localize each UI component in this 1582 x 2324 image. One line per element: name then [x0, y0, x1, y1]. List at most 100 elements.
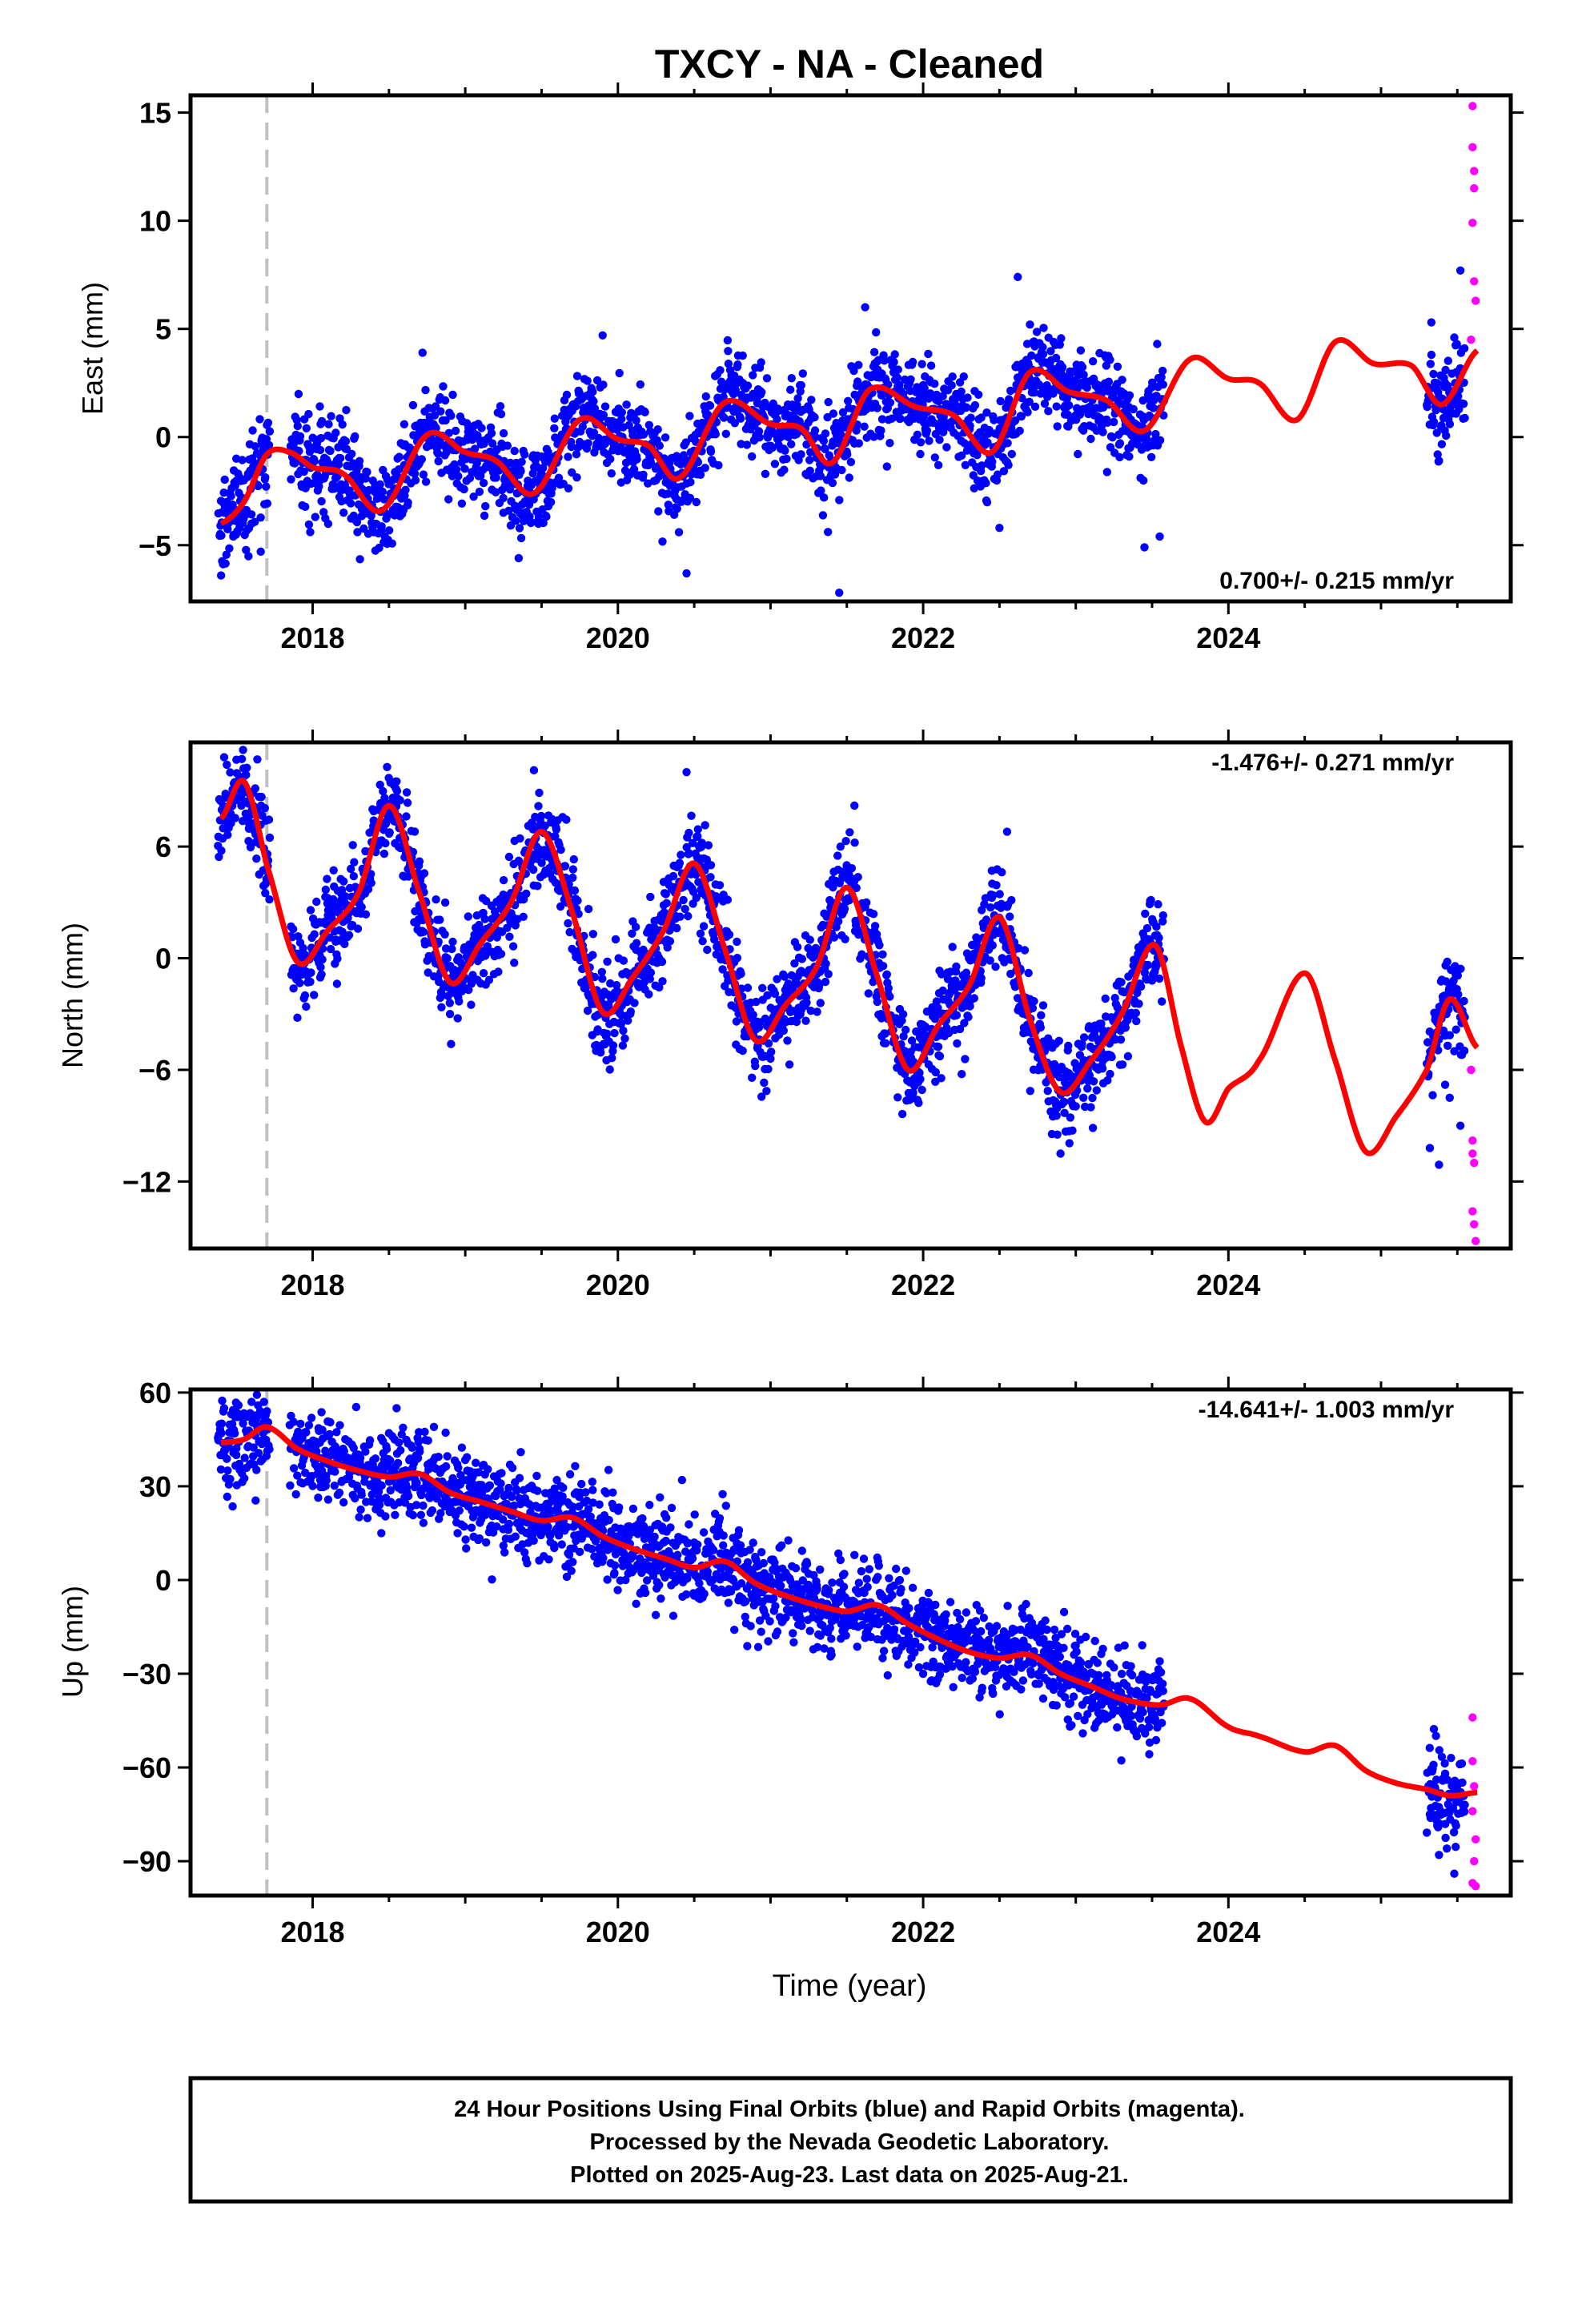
north-final-orbit-point — [1452, 1025, 1460, 1034]
north-final-orbit-point — [764, 1064, 773, 1074]
east-final-orbit-point — [845, 473, 854, 482]
up-final-orbit-point — [443, 1452, 452, 1461]
north-final-orbit-point — [624, 1016, 632, 1025]
north-final-orbit-point — [357, 903, 366, 911]
east-final-orbit-point — [469, 493, 478, 501]
east-final-orbit-point — [460, 464, 469, 473]
east-final-orbit-point — [728, 383, 737, 392]
east-final-orbit-point — [560, 396, 569, 405]
east-final-orbit-point — [770, 460, 780, 468]
up-final-orbit-point — [357, 1490, 366, 1499]
up-final-orbit-point — [436, 1509, 445, 1518]
up-final-orbit-point — [467, 1523, 476, 1532]
east-final-orbit-point — [512, 517, 520, 525]
north-final-orbit-point — [302, 1002, 311, 1011]
east-final-orbit-point — [244, 552, 253, 561]
east-final-orbit-point — [1086, 434, 1095, 444]
east-final-orbit-point — [1432, 428, 1441, 437]
east-final-orbit-point — [869, 432, 878, 441]
east-final-orbit-point — [454, 472, 463, 480]
up-final-orbit-point — [326, 1417, 335, 1427]
east-final-orbit-point — [408, 400, 418, 410]
east-final-orbit-point — [896, 414, 905, 423]
east-final-orbit-point — [754, 427, 764, 436]
north-final-orbit-point — [646, 892, 655, 902]
north-final-orbit-point — [432, 895, 440, 904]
east-final-orbit-point — [575, 388, 584, 397]
north-final-orbit-point — [833, 851, 842, 860]
north-final-orbit-point — [779, 1026, 788, 1035]
east-rapid-orbit-point — [1470, 277, 1479, 286]
east-final-orbit-point — [818, 511, 828, 520]
north-final-orbit-point — [701, 821, 709, 830]
east-final-orbit-point — [978, 461, 986, 470]
north-final-orbit-point — [1117, 978, 1126, 987]
north-final-orbit-point — [960, 1019, 969, 1027]
north-y-tick-label: −12 — [122, 1165, 171, 1198]
east-final-orbit-point — [263, 418, 273, 428]
east-final-orbit-point — [835, 588, 844, 597]
north-final-orbit-point — [381, 838, 390, 848]
up-final-orbit-point — [335, 1421, 344, 1429]
east-rapid-orbit-point — [1468, 102, 1477, 111]
north-final-orbit-point — [966, 1002, 974, 1011]
north-final-orbit-point — [884, 983, 893, 993]
north-final-orbit-point — [244, 836, 253, 846]
north-final-orbit-point — [1060, 1108, 1069, 1118]
east-final-orbit-point — [308, 433, 317, 442]
north-data-layer — [214, 742, 1480, 1248]
east-final-orbit-point — [869, 348, 879, 356]
east-final-orbit-point — [773, 415, 781, 424]
east-final-orbit-point — [805, 456, 814, 464]
north-final-orbit-point — [410, 827, 420, 836]
east-final-orbit-point — [436, 407, 445, 416]
east-final-orbit-point — [963, 393, 972, 402]
north-final-orbit-point — [802, 998, 811, 1007]
north-final-orbit-point — [696, 929, 705, 939]
east-final-orbit-point — [632, 416, 640, 425]
north-final-orbit-point — [608, 1041, 618, 1050]
north-final-orbit-point — [231, 814, 239, 822]
east-final-orbit-point — [351, 432, 359, 441]
east-final-orbit-point — [829, 409, 838, 418]
east-final-orbit-point — [263, 499, 272, 508]
north-final-orbit-point — [552, 825, 561, 834]
east-data-layer — [214, 95, 1480, 601]
north-final-orbit-point — [533, 882, 542, 891]
east-final-orbit-point — [317, 416, 327, 426]
north-final-orbit-point — [1123, 1051, 1133, 1061]
north-final-orbit-point — [762, 1087, 771, 1096]
up-final-orbit-point — [441, 1462, 451, 1471]
east-final-orbit-point — [384, 526, 394, 535]
east-final-orbit-point — [599, 380, 608, 389]
east-final-orbit-point — [615, 368, 624, 378]
north-final-orbit-point — [907, 1036, 917, 1045]
north-final-orbit-point — [329, 866, 338, 875]
east-final-orbit-point — [995, 523, 1004, 533]
east-final-orbit-point — [1441, 365, 1450, 375]
east-final-orbit-point — [1003, 439, 1012, 448]
north-final-orbit-point — [1445, 1093, 1454, 1102]
east-final-orbit-point — [781, 446, 789, 455]
north-final-orbit-point — [1134, 999, 1143, 1008]
up-final-orbit-point — [529, 1536, 538, 1546]
north-final-orbit-point — [257, 792, 266, 802]
east-final-orbit-point — [1158, 366, 1167, 376]
north-final-orbit-point — [1454, 990, 1463, 999]
east-final-orbit-point — [821, 429, 830, 438]
up-final-orbit-point — [252, 1390, 262, 1399]
east-final-orbit-point — [721, 429, 730, 438]
east-final-orbit-point — [550, 414, 559, 423]
north-final-orbit-point — [1056, 1149, 1065, 1158]
east-final-orbit-point — [896, 407, 905, 416]
north-final-orbit-point — [420, 869, 429, 878]
east-final-orbit-point — [674, 528, 684, 537]
up-final-orbit-point — [302, 1428, 311, 1437]
up-final-orbit-point — [331, 1467, 339, 1476]
north-final-orbit-point — [1423, 1038, 1432, 1047]
east-plot-frame — [188, 93, 1513, 604]
east-final-orbit-point — [706, 447, 716, 456]
east-final-orbit-point — [346, 499, 355, 508]
east-final-orbit-point — [1076, 346, 1086, 355]
east-final-orbit-point — [977, 413, 986, 422]
